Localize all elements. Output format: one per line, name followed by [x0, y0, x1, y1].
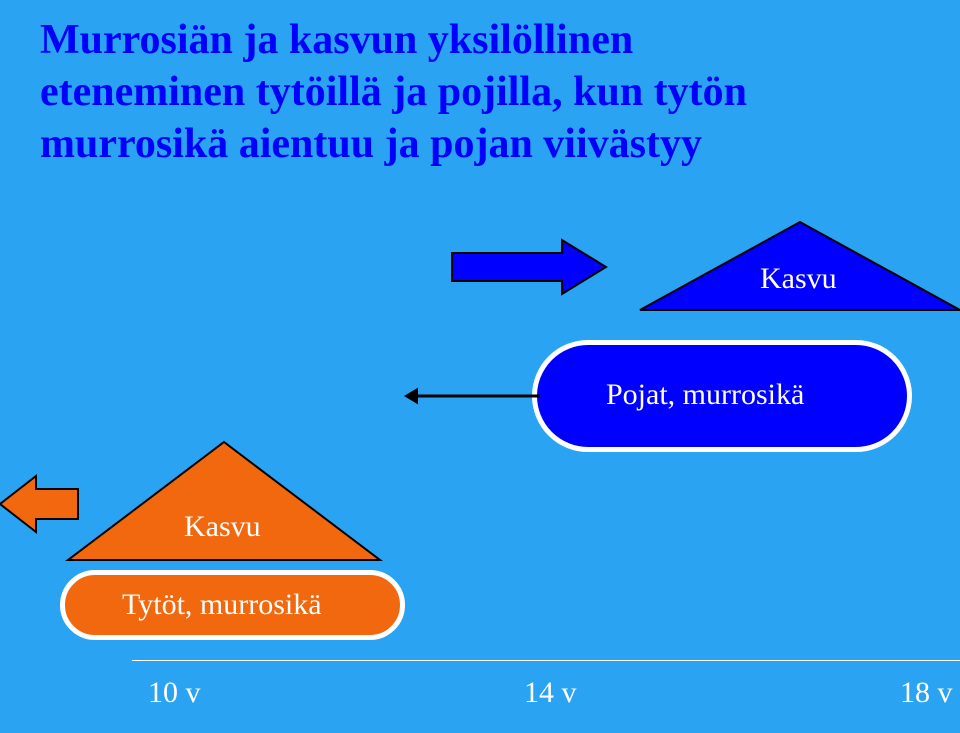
age-axis-line	[132, 660, 960, 661]
growth-triangle-girls-label: Kasvu	[184, 510, 261, 544]
age-axis-label-18v: 18 v	[900, 676, 953, 710]
shift-left-arrow	[0, 476, 78, 532]
age-axis-label-10v: 10 v	[148, 676, 201, 710]
girls-puberty-label: Tytöt, murrosikä	[122, 588, 322, 622]
age-axis-label-14v: 14 v	[524, 676, 577, 710]
